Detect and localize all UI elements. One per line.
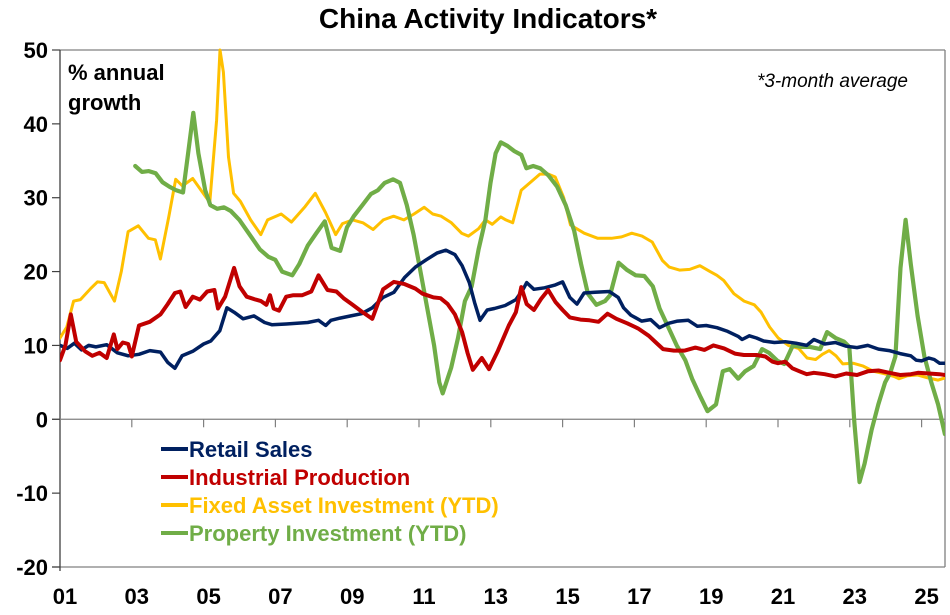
x-tick-label: 11 [412,584,435,609]
y-tick-label: 20 [24,260,48,285]
legend-label: Property Investment (YTD) [189,521,467,546]
series-line-property-investment-ytd [133,110,945,485]
y-axis-label: % annual growth [68,60,165,115]
y-tick-label: -10 [16,481,48,506]
x-tick-label: 19 [699,584,723,609]
x-tick-label: 23 [843,584,867,609]
y-tick-label: 0 [36,407,48,432]
y-tick-label: 30 [24,186,48,211]
y-tick-label: 10 [24,333,48,358]
y-axis-label-line-2: growth [68,90,141,115]
legend-label: Retail Sales [189,437,313,462]
legend-item: Retail Sales [161,437,313,462]
x-tick-label: 21 [771,584,795,609]
x-tick-label: 01 [53,584,77,609]
chart-title: China Activity Indicators* [319,3,657,34]
legend-item: Fixed Asset Investment (YTD) [161,493,499,518]
axes: -20 -10 0 10 20 30 40 50 01 03 05 07 09 11 13 15 17 19 21 2… [16,38,946,609]
y-tick-label: 40 [24,112,48,137]
series-line-fixed-asset-investment-ytd [60,48,945,382]
x-tick-label: 17 [627,584,651,609]
legend-item: Property Investment (YTD) [161,521,467,546]
x-tick-label: 07 [268,584,292,609]
x-tick-label: 15 [555,584,579,609]
x-tick-label: 09 [340,584,364,609]
x-tick-label: 03 [125,584,149,609]
series-line-industrial-production [60,265,945,379]
x-tick-label: 25 [914,584,938,609]
legend-label: Fixed Asset Investment (YTD) [189,493,499,518]
series-lines [60,48,945,485]
legend-label: Industrial Production [189,465,410,490]
footnote: *3-month average [757,71,908,92]
legend: Retail Sales Industrial Production Fixed A… [161,437,499,546]
x-tick-label: 05 [196,584,220,609]
y-tick-label: 50 [24,38,48,63]
legend-item: Industrial Production [161,465,410,490]
y-axis-label-line-1: % annual [68,60,165,85]
x-tick-label: 13 [484,584,508,609]
y-tick-label: -20 [16,555,48,580]
series-line-retail-sales [60,248,945,371]
